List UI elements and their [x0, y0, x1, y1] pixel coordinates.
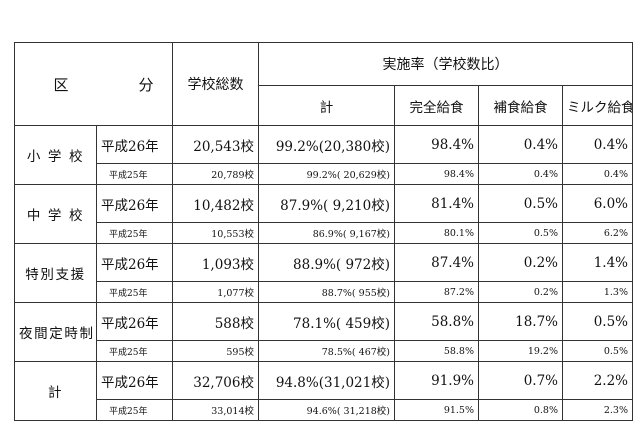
header-school-total: 学校総数 — [172, 42, 259, 126]
full-rate-cell: 58.8% — [394, 302, 479, 341]
supplementary-rate-cell: 0.2% — [478, 243, 563, 282]
category-label: 特別支援 — [14, 243, 97, 303]
header-col-milk: ミルク給食 — [562, 85, 633, 126]
milk-rate-cell: 6.0% — [562, 184, 633, 223]
year-label: 平成26年 — [96, 243, 173, 282]
year-label: 平成25年 — [96, 399, 173, 421]
header-col-supplementary: 補食給食 — [478, 85, 563, 126]
milk-rate-cell: 1.4% — [562, 243, 633, 282]
table-row: 計平成26年 32,706校 94.8%(31,021校) 91.9% 0.7% 2.2% — [14, 361, 633, 421]
rate-cell: 99.2%(20,380校) — [258, 125, 395, 164]
full-rate-cell: 98.4% — [394, 125, 479, 164]
full-rate-cell: 80.1% — [394, 222, 479, 244]
milk-rate-cell: 2.3% — [562, 399, 633, 421]
rate-cell: 86.9%( 9,167校) — [258, 222, 395, 244]
rate-cell: 78.1%( 459校) — [258, 302, 395, 341]
table-row: 中 学 校平成26年 10,482校 87.9%( 9,210校) 81.4% 0.5%… — [14, 184, 633, 244]
full-rate-cell: 58.8% — [394, 340, 479, 362]
supplementary-rate-cell: 0.4% — [478, 125, 563, 164]
supplementary-rate-cell: 19.2% — [478, 340, 563, 362]
category-label: 計 — [14, 361, 97, 421]
year-label: 平成25年 — [96, 222, 173, 244]
header-kubun-left: 区 — [53, 75, 69, 94]
header-col-total: 計 — [258, 85, 395, 126]
milk-rate-cell: 1.3% — [562, 281, 633, 303]
supplementary-rate-cell: 0.4% — [478, 163, 563, 185]
milk-rate-cell: 2.2% — [562, 361, 633, 400]
table-row: 平成25年 33,014校 94.6%( 31,218校) 91.5% 0.8% 2.3% — [15, 399, 633, 421]
count-cell: 20,789校 — [172, 163, 259, 185]
count-cell: 20,543校 — [172, 125, 259, 164]
rate-cell: 87.9%( 9,210校) — [258, 184, 395, 223]
full-rate-cell: 98.4% — [394, 163, 479, 185]
year-label: 平成25年 — [96, 163, 173, 185]
category-label: 中 学 校 — [14, 184, 97, 244]
rate-cell: 88.9%( 972校) — [258, 243, 395, 282]
supplementary-rate-cell: 0.7% — [478, 361, 563, 400]
full-rate-cell: 91.9% — [394, 361, 479, 400]
supplementary-rate-cell: 0.8% — [478, 399, 563, 421]
table-row: 小 学 校平成26年 20,543校 99.2%(20,380校) 98.4% 0.4%… — [14, 125, 633, 185]
full-rate-cell: 87.4% — [394, 243, 479, 282]
year-label: 平成26年 — [96, 302, 173, 341]
rate-cell: 99.2%( 20,629校) — [258, 163, 395, 185]
milk-rate-cell: 0.4% — [562, 163, 633, 185]
year-label: 平成26年 — [96, 184, 173, 223]
category-label: 夜間定時制 — [14, 302, 97, 362]
table-row: 平成25年 20,789校 99.2%( 20,629校) 98.4% 0.4% 0.4% — [15, 163, 633, 185]
milk-rate-cell: 0.5% — [562, 340, 633, 362]
header-col-full: 完全給食 — [394, 85, 479, 126]
full-rate-cell: 81.4% — [394, 184, 479, 223]
milk-rate-cell: 6.2% — [562, 222, 633, 244]
header-kubun-right: 分 — [138, 75, 154, 94]
count-cell: 10,553校 — [172, 222, 259, 244]
header-row-1: 区分 学校総数 実施率（学校数比） — [14, 42, 633, 126]
full-rate-cell: 87.2% — [394, 281, 479, 303]
milk-rate-cell: 0.4% — [562, 125, 633, 164]
count-cell: 10,482校 — [172, 184, 259, 223]
table-row: 特別支援 平成26年 1,093校 88.9%( 972校) 87.4% 0.2% 1.4% — [14, 243, 633, 303]
header-kubun: 区分 — [14, 42, 173, 126]
count-cell: 595校 — [172, 340, 259, 362]
count-cell: 588校 — [172, 302, 259, 341]
count-cell: 1,093校 — [172, 243, 259, 282]
table-row: 平成25年 10,553校 86.9%( 9,167校) 80.1% 0.5% 6.2% — [15, 222, 633, 244]
supplementary-rate-cell: 0.5% — [478, 222, 563, 244]
supplementary-rate-cell: 18.7% — [478, 302, 563, 341]
year-label: 平成25年 — [96, 281, 173, 303]
rate-cell: 78.5%( 467校) — [258, 340, 395, 362]
header-rate-title: 実施率（学校数比） — [258, 42, 633, 86]
year-label: 平成25年 — [96, 340, 173, 362]
table-row: 平成25年 595校 78.5%( 467校) 58.8% 19.2% 0.5% — [15, 340, 633, 362]
rate-cell: 94.8%(31,021校) — [258, 361, 395, 400]
category-label: 小 学 校 — [14, 125, 97, 185]
milk-rate-cell: 0.5% — [562, 302, 633, 341]
count-cell: 33,014校 — [172, 399, 259, 421]
table-row: 平成25年 1,077校 88.7%( 955校) 87.2% 0.2% 1.3% — [15, 281, 633, 303]
lunch-implementation-table: 区分 学校総数 実施率（学校数比） 計 完全給食 補食給食 ミルク給食 小 学 … — [14, 42, 633, 421]
supplementary-rate-cell: 0.5% — [478, 184, 563, 223]
full-rate-cell: 91.5% — [394, 399, 479, 421]
year-label: 平成26年 — [96, 361, 173, 400]
count-cell: 32,706校 — [172, 361, 259, 400]
supplementary-rate-cell: 0.2% — [478, 281, 563, 303]
rate-cell: 88.7%( 955校) — [258, 281, 395, 303]
table-row: 夜間定時制 平成26年 588校 78.1%( 459校) 58.8% 18.7% 0.5% — [14, 302, 633, 362]
year-label: 平成26年 — [96, 125, 173, 164]
header-row-2: 計 完全給食 補食給食 ミルク給食 — [15, 85, 633, 126]
count-cell: 1,077校 — [172, 281, 259, 303]
rate-cell: 94.6%( 31,218校) — [258, 399, 395, 421]
